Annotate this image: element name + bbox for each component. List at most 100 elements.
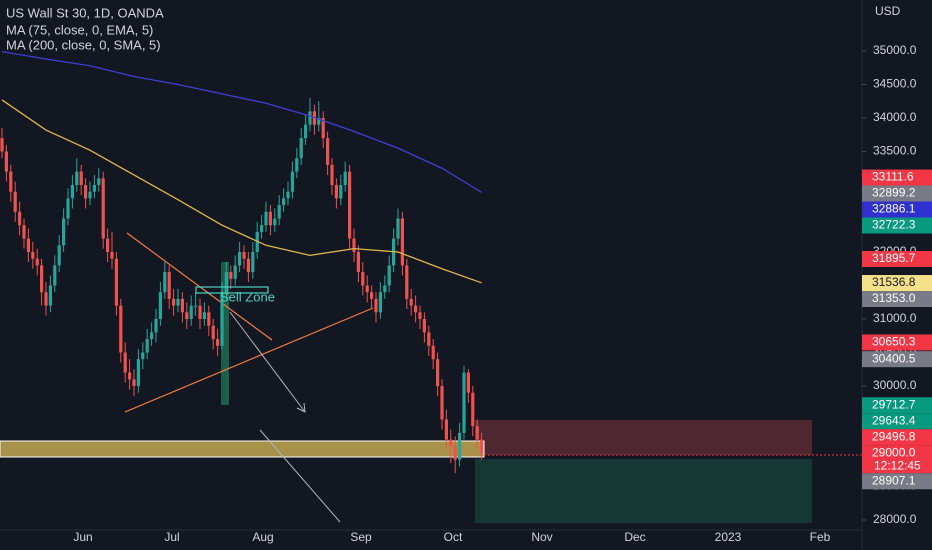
y-tick-label: 28000.0 xyxy=(873,512,917,526)
candle-body xyxy=(4,151,8,172)
candle-body xyxy=(352,238,356,252)
candle-body xyxy=(9,171,13,192)
candle-body xyxy=(475,426,479,440)
price-badge-label: 31536.8 xyxy=(872,275,916,289)
x-tick-label: Jun xyxy=(73,530,92,544)
candle-body xyxy=(176,298,180,306)
candle-body xyxy=(202,312,206,319)
candle-body xyxy=(414,305,418,313)
candle-body xyxy=(251,252,255,273)
candle-body xyxy=(466,372,470,393)
volume-bar-highlight xyxy=(221,262,229,405)
price-badge-label: 29496.8 xyxy=(872,429,916,443)
legend-entry: MA (200, close, 0, SMA, 5) xyxy=(6,37,161,52)
candle-body xyxy=(13,191,17,212)
candle-body xyxy=(216,339,220,346)
candle-body xyxy=(480,439,484,453)
candle-body xyxy=(88,191,92,199)
candle-body xyxy=(449,439,453,447)
x-tick-label: Sep xyxy=(350,530,372,544)
price-badge xyxy=(862,473,932,490)
candle-body xyxy=(198,305,202,319)
candle-body xyxy=(471,392,475,427)
candle-body xyxy=(106,238,110,252)
candle-body xyxy=(62,218,66,246)
price-badge-label: 30650.3 xyxy=(872,335,916,349)
candle-body xyxy=(150,332,154,340)
price-badge-label: 31895.7 xyxy=(872,251,916,265)
candle-body xyxy=(418,312,422,319)
candle-body xyxy=(295,158,299,172)
candle-body xyxy=(70,185,74,199)
price-badge-label: 32722.3 xyxy=(872,218,916,232)
sell-zone-box xyxy=(195,286,269,294)
candle-body xyxy=(31,252,35,259)
candle-body xyxy=(189,305,193,319)
candle-body xyxy=(246,258,250,273)
x-tick-label: Jul xyxy=(164,530,179,544)
candle-body xyxy=(18,211,22,226)
candle-body xyxy=(290,171,294,192)
y-tick-label: 33500.0 xyxy=(873,144,917,158)
candle-body xyxy=(141,352,145,360)
candle-body xyxy=(370,292,374,299)
candle-body xyxy=(427,332,431,346)
price-badge-label: 32899.2 xyxy=(872,186,916,200)
price-badge xyxy=(862,185,932,202)
candle-body xyxy=(128,372,132,380)
candle-body xyxy=(264,211,268,226)
candle-body xyxy=(286,191,290,199)
price-badge xyxy=(862,351,932,368)
arrow-head xyxy=(296,402,306,413)
candle-body xyxy=(163,272,167,293)
price-badge xyxy=(862,217,932,234)
candle-body xyxy=(229,272,233,279)
price-badge-label: 30400.5 xyxy=(872,351,916,365)
candle-body xyxy=(396,218,400,239)
candle-body xyxy=(238,252,242,266)
candle-body xyxy=(444,419,448,440)
candle-body xyxy=(339,185,343,199)
candle-body xyxy=(374,298,378,313)
candle-body xyxy=(436,359,440,386)
candle-body xyxy=(378,292,382,313)
candle-body xyxy=(194,305,198,307)
candle-body xyxy=(282,198,286,206)
trend-line xyxy=(124,307,374,413)
price-badge xyxy=(862,334,932,351)
candle-body xyxy=(145,339,149,353)
candle-body xyxy=(92,185,96,192)
candle-body xyxy=(172,298,176,306)
candle-body xyxy=(40,265,44,293)
x-tick-label: Feb xyxy=(810,530,831,544)
candle-body xyxy=(185,312,189,319)
candle-body xyxy=(57,245,61,266)
price-badge-label: 32886.1 xyxy=(872,202,916,216)
candle-body xyxy=(361,272,365,286)
candle-body xyxy=(431,345,435,360)
price-badge-label: 28907.1 xyxy=(872,473,916,487)
candle-body xyxy=(224,272,228,293)
candle-body xyxy=(66,198,70,219)
price-badge xyxy=(862,397,932,414)
candle-body xyxy=(260,225,264,232)
candle-body xyxy=(167,272,171,299)
y-tick-label: 34000.0 xyxy=(873,110,917,124)
candle-body xyxy=(53,265,57,286)
price-badge xyxy=(862,201,932,218)
candle-body xyxy=(44,292,48,306)
x-tick-label: Nov xyxy=(531,530,552,544)
legend-entry: MA (75, close, 0, EMA, 5) xyxy=(6,22,153,37)
candle-body xyxy=(409,298,413,306)
price-badge xyxy=(862,169,932,186)
price-badge xyxy=(862,250,932,267)
candle-body xyxy=(207,312,211,326)
candle-body xyxy=(158,292,162,319)
candle-body xyxy=(75,171,79,185)
x-tick-label: Aug xyxy=(252,530,273,544)
y-tick-label: 31000.0 xyxy=(873,311,917,325)
countdown-label: 12:12:45 xyxy=(874,458,921,472)
y-tick-label: 34500.0 xyxy=(873,77,917,91)
candle-body xyxy=(268,211,272,226)
